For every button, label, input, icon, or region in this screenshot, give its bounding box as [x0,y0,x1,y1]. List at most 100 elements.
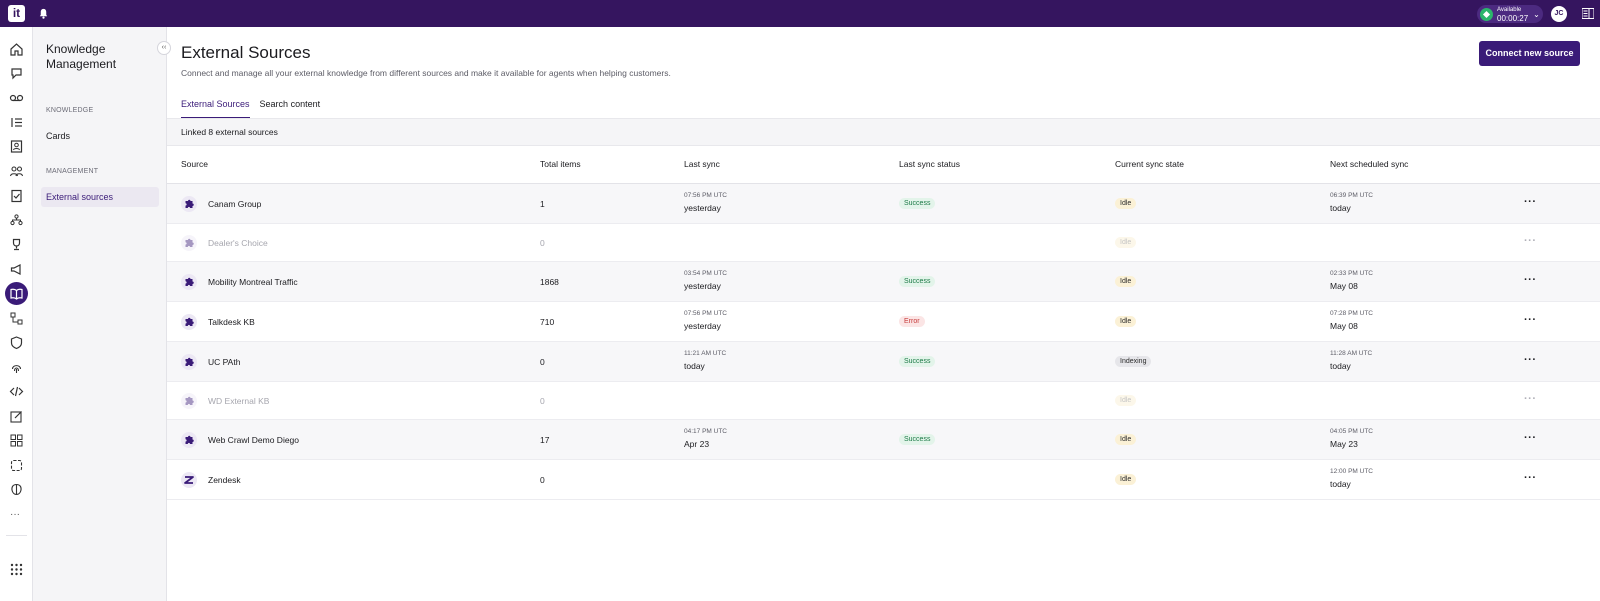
current-sync-state-badge: Idle [1115,198,1137,209]
column-header-last-sync[interactable]: Last sync [684,159,720,169]
puzzle-icon [181,274,197,290]
column-header-total-items[interactable]: Total items [540,159,581,169]
next-sync-cell: 02:33 PM UTC May 08 [1330,270,1373,291]
team-icon[interactable] [9,164,24,179]
external-sources-table: Source Total items Last sync Last sync s… [167,146,1600,500]
sidebar-item-cards[interactable]: Cards [46,131,71,141]
column-header-source[interactable]: Source [181,159,208,169]
last-sync-time: 11:21 AM UTC [684,350,727,357]
apps-grid-icon[interactable] [9,433,24,448]
row-actions-icon[interactable]: ··· [1524,472,1537,484]
table-row[interactable]: Zendesk 0 Idle 12:00 PM UTC today ··· [167,460,1600,500]
last-sync-date: Apr 23 [684,439,710,449]
table-row[interactable]: Dealer's Choice 0 Idle ··· [167,224,1600,262]
column-header-last-sync-status[interactable]: Last sync status [899,159,960,169]
more-apps-icon[interactable]: ··· [10,509,20,520]
total-items: 710 [540,317,555,327]
app-launcher-icon[interactable] [9,562,24,577]
next-sync-time: 12:00 PM UTC [1330,468,1373,475]
source-name[interactable]: Canam Group [208,199,262,209]
column-header-next-scheduled-sync[interactable]: Next scheduled sync [1330,159,1409,169]
tab-external-sources[interactable]: External Sources [181,99,250,119]
row-actions-icon[interactable]: ··· [1524,432,1537,444]
table-row[interactable]: Web Crawl Demo Diego 17 04:17 PM UTC Apr 23… [167,420,1600,460]
source-name[interactable]: Zendesk [208,475,241,485]
chevron-down-icon: ⌄ [1533,9,1540,19]
ai-brain-icon[interactable] [9,482,24,497]
megaphone-icon[interactable] [9,262,24,277]
table-row[interactable]: Talkdesk KB 710 07:56 PM UTC yesterday Error… [167,302,1600,342]
conversations-icon[interactable] [9,66,24,81]
last-sync-cell: 07:56 PM UTC yesterday [684,310,727,331]
puzzle-icon [181,235,197,251]
row-actions-icon[interactable]: ··· [1524,314,1537,326]
user-avatar[interactable]: JC [1551,6,1567,22]
trophy-icon[interactable] [9,237,24,252]
fingerprint-icon[interactable] [9,360,24,375]
clipboard-check-icon[interactable] [9,188,24,203]
puzzle-icon [181,354,197,370]
main-content: External Sources Connect and manage all … [167,27,1600,601]
edit-icon[interactable] [9,409,24,424]
next-sync-cell: 06:39 PM UTC today [1330,192,1373,213]
next-sync-cell: 11:28 AM UTC today [1330,350,1372,371]
source-name[interactable]: Web Crawl Demo Diego [208,435,300,445]
column-header-current-sync-state[interactable]: Current sync state [1115,159,1184,169]
table-row[interactable]: Canam Group 1 07:56 PM UTC yesterday Success… [167,184,1600,224]
last-sync-date: yesterday [684,203,721,213]
source-name[interactable]: UC PAth [208,357,241,367]
total-items: 17 [540,435,550,445]
row-actions-icon[interactable]: ··· [1524,274,1537,286]
section-label-management: MANAGEMENT [46,168,99,175]
sidebar-item-external-sources[interactable]: External sources [41,187,159,207]
top-bar: it Available 00:00:27 ⌄ JC [0,0,1600,27]
shield-icon[interactable] [9,335,24,350]
integrations-icon[interactable] [9,458,24,473]
next-sync-time: 06:39 PM UTC [1330,192,1373,199]
next-sync-date: today [1330,361,1351,371]
total-items: 0 [540,357,545,367]
table-row[interactable]: WD External KB 0 Idle ··· [167,382,1600,420]
zendesk-icon [181,472,197,488]
total-items: 0 [540,238,545,248]
table-row[interactable]: UC PAth 0 11:21 AM UTC today Success Indexing… [167,342,1600,382]
last-sync-cell: 03:54 PM UTC yesterday [684,270,727,291]
connect-new-source-button[interactable]: Connect new source [1479,41,1580,66]
collapse-sidebar-icon[interactable]: ‹‹ [157,41,171,55]
last-sync-time: 07:56 PM UTC [684,310,727,317]
row-actions-icon[interactable]: ··· [1524,196,1537,208]
tab-search-content[interactable]: Search content [259,99,321,109]
row-actions-icon[interactable]: ··· [1524,235,1537,247]
source-name[interactable]: Mobility Montreal Traffic [208,277,298,287]
app-logo[interactable]: it [8,5,25,22]
book-open-icon[interactable] [9,286,24,301]
total-items: 0 [540,475,545,485]
code-icon[interactable] [9,384,24,399]
source-name[interactable]: WD External KB [208,396,270,406]
page-subtitle: Connect and manage all your external kno… [181,68,671,78]
row-actions-icon[interactable]: ··· [1524,393,1537,405]
table-row[interactable]: Mobility Montreal Traffic 1868 03:54 PM UT… [167,262,1600,302]
org-chart-icon[interactable] [9,213,24,228]
contacts-icon[interactable] [9,139,24,154]
next-sync-time: 02:33 PM UTC [1330,270,1373,277]
section-label-knowledge: KNOWLEDGE [46,107,94,114]
status-label: Available [1497,6,1522,13]
side-panel-icon[interactable] [1582,8,1594,19]
last-sync-time: 03:54 PM UTC [684,270,727,277]
availability-status-button[interactable]: Available 00:00:27 ⌄ [1477,5,1543,23]
home-icon[interactable] [9,42,24,57]
bell-icon[interactable] [38,8,49,19]
source-name[interactable]: Talkdesk KB [208,317,255,327]
last-sync-status-badge: Success [899,356,936,367]
current-sync-state-badge: Indexing [1115,356,1152,367]
source-name[interactable]: Dealer's Choice [208,238,268,248]
current-sync-state-badge: Idle [1115,276,1137,287]
next-sync-cell: 12:00 PM UTC today [1330,468,1373,489]
queue-list-icon[interactable] [9,115,24,130]
voicemail-icon[interactable] [9,90,24,105]
last-sync-time: 04:17 PM UTC [684,428,727,435]
row-actions-icon[interactable]: ··· [1524,354,1537,366]
total-items: 0 [540,396,545,406]
workflow-icon[interactable] [9,311,24,326]
